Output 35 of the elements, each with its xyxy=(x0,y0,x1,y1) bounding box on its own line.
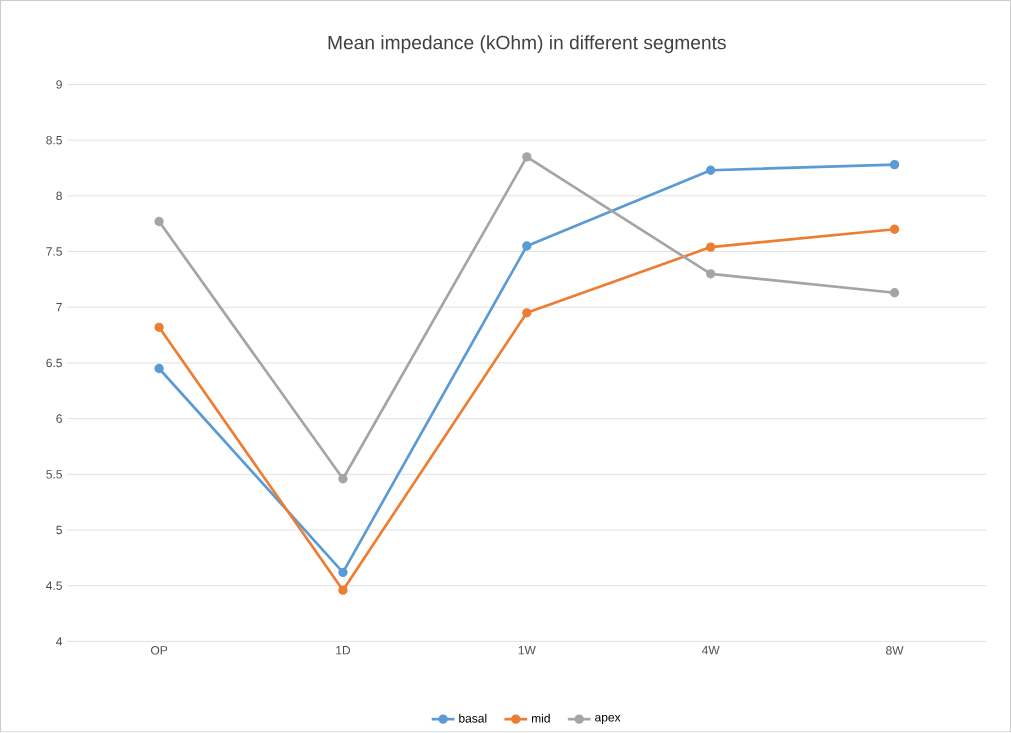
point xyxy=(154,217,164,227)
legend-label: mid xyxy=(531,714,550,723)
x-tick-label: 4W xyxy=(701,646,720,655)
point xyxy=(889,160,900,170)
x-tick-label: OP xyxy=(150,646,168,655)
y-tick-label: 8 xyxy=(56,191,62,201)
y-tick-label: 7.5 xyxy=(46,247,62,256)
legend-label: apex xyxy=(595,715,621,725)
point xyxy=(154,322,164,333)
y-tick-label: 9 xyxy=(56,80,62,89)
point xyxy=(889,288,900,298)
chart-title: Mean impedance (kOhm) in different segments xyxy=(328,35,726,54)
y-tick-label: 4 xyxy=(56,637,63,646)
y-tick-label: 7 xyxy=(56,303,62,312)
point xyxy=(522,308,532,318)
point xyxy=(338,585,348,596)
legend-label: basal xyxy=(459,714,487,723)
point xyxy=(522,241,532,251)
y-tick-label: 5 xyxy=(56,526,62,535)
point xyxy=(889,224,900,235)
point xyxy=(706,165,716,176)
point xyxy=(154,364,164,374)
y-tick-label: 6 xyxy=(56,414,62,424)
y-tick-label: 5.5 xyxy=(46,470,62,479)
x-tick-label: 8W xyxy=(886,646,904,655)
point xyxy=(338,474,348,484)
y-tick-label: 4.5 xyxy=(46,581,62,591)
point xyxy=(706,242,716,252)
x-tick-label: 1W xyxy=(518,646,536,655)
y-tick-label: 6.5 xyxy=(46,358,62,368)
y-tick-label: 8.5 xyxy=(46,136,62,145)
point xyxy=(522,152,532,162)
point xyxy=(338,567,348,578)
x-tick-label: 1D xyxy=(336,646,351,655)
point xyxy=(706,269,716,279)
